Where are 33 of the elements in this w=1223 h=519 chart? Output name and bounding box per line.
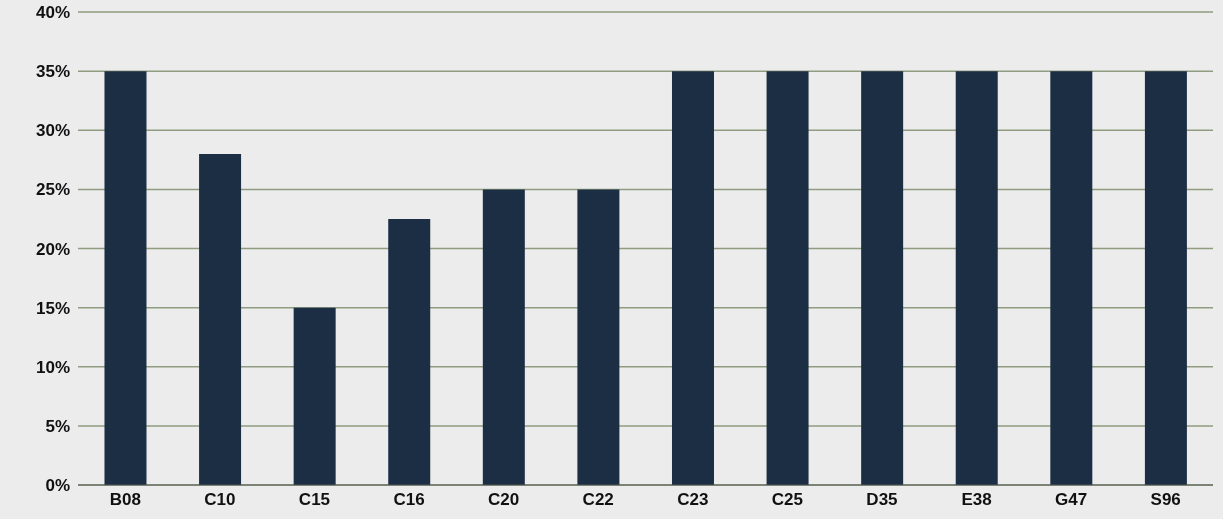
bar bbox=[104, 71, 147, 485]
x-tick-label: C23 bbox=[677, 490, 709, 510]
x-tick-label: C15 bbox=[298, 490, 331, 510]
bar bbox=[1144, 71, 1187, 485]
bar bbox=[955, 71, 998, 485]
y-tick-label: 35% bbox=[35, 62, 70, 82]
x-tick-label: C16 bbox=[393, 490, 425, 510]
y-tick-label: 20% bbox=[35, 239, 70, 259]
bar bbox=[861, 71, 904, 485]
x-tick-label: C22 bbox=[582, 490, 614, 510]
x-tick-label: C25 bbox=[771, 490, 803, 510]
y-tick-label: 25% bbox=[35, 180, 70, 200]
y-tick-label: 10% bbox=[35, 357, 70, 377]
bar bbox=[388, 218, 431, 485]
x-tick-label: G47 bbox=[1055, 490, 1088, 510]
y-tick-label: 5% bbox=[45, 416, 70, 436]
x-tick-label: C10 bbox=[204, 490, 236, 510]
y-tick-label: 30% bbox=[35, 121, 70, 141]
y-tick-label: 0% bbox=[45, 476, 70, 496]
x-tick-label: D35 bbox=[866, 490, 898, 510]
x-tick-label: C20 bbox=[488, 490, 520, 510]
bar bbox=[577, 189, 620, 485]
bar bbox=[293, 307, 336, 485]
y-tick-label: 40% bbox=[35, 3, 70, 23]
y-tick-label: 15% bbox=[35, 298, 70, 318]
x-tick-label: B08 bbox=[109, 490, 141, 510]
bar bbox=[671, 71, 714, 485]
bar bbox=[1050, 71, 1093, 485]
bar bbox=[766, 71, 809, 485]
bar bbox=[482, 189, 525, 485]
bar bbox=[199, 153, 242, 485]
x-tick-label: E38 bbox=[961, 490, 992, 510]
x-tick-label: S96 bbox=[1150, 490, 1181, 510]
